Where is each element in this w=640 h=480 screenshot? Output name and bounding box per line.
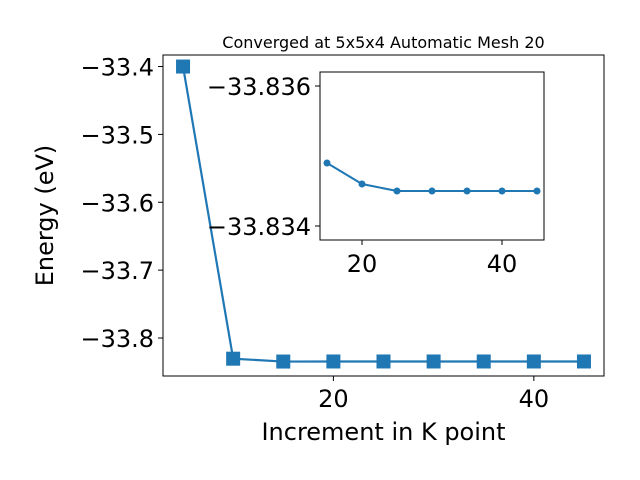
data-point-marker (476, 354, 491, 369)
inset-data-point-marker (498, 187, 506, 195)
y-tick-label: −33.8 (80, 325, 154, 353)
inset-data-point-marker (533, 187, 541, 195)
inset-data-point-marker (393, 187, 401, 195)
inset-plot: 20 40 −33.836 −33.834 (207, 71, 545, 278)
x-axis-label: Increment in K point (261, 418, 505, 446)
inset-background (320, 72, 544, 240)
main-data-series (176, 59, 591, 369)
data-point-marker (376, 354, 391, 369)
y-tick-label: −33.7 (80, 257, 154, 285)
x-tick-label: 20 (318, 385, 349, 413)
inset-axis-ticks: 20 40 −33.836 −33.834 (207, 73, 517, 278)
inset-data-point-marker (358, 180, 366, 188)
y-tick-label: −33.4 (80, 54, 154, 82)
inset-y-tick-label: −33.834 (207, 213, 311, 241)
main-plot: 20 40 −33.4 −33.5 −33.6 −33.7 −33.8 Converged … (31, 33, 605, 446)
inset-y-tick-label: −33.836 (207, 73, 311, 101)
inset-data-point-marker (323, 159, 331, 167)
x-tick-label: 40 (519, 385, 550, 413)
inset-axes-frame (319, 71, 545, 241)
y-tick-label: −33.5 (80, 121, 154, 149)
main-axis-ticks: 20 40 −33.4 −33.5 −33.6 −33.7 −33.8 (80, 54, 549, 413)
data-point-marker (176, 59, 191, 74)
inset-data-point-marker (428, 187, 436, 195)
data-point-marker (276, 354, 291, 369)
data-point-marker (226, 351, 241, 366)
data-point-marker (576, 354, 591, 369)
chart-title: Converged at 5x5x4 Automatic Mesh 20 (222, 33, 544, 52)
main-axes-frame (162, 54, 605, 377)
inset-data-series (323, 159, 541, 195)
data-point-marker (426, 354, 441, 369)
y-tick-label: −33.6 (80, 189, 154, 217)
data-point-marker (326, 354, 341, 369)
inset-x-tick-label: 40 (487, 250, 518, 278)
data-point-marker (526, 354, 541, 369)
inset-x-tick-label: 20 (347, 250, 378, 278)
y-axis-label: Energy (eV) (31, 145, 59, 287)
inset-data-point-marker (463, 187, 471, 195)
